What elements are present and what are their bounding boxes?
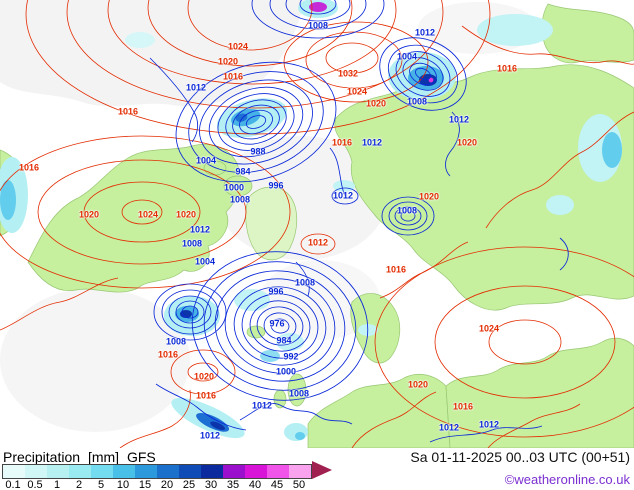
legend-segment xyxy=(289,465,311,478)
map-area: 1024 1020 1016 1032 1024 1020 1016 1016 1020 1016… xyxy=(0,0,634,448)
legend-segment xyxy=(179,465,201,478)
legend-tick-label: 0.5 xyxy=(27,479,43,490)
legend-tick-label: 10 xyxy=(116,479,130,490)
legend-arrow-icon xyxy=(312,461,332,479)
legend-tick-label: 0.1 xyxy=(5,479,21,490)
legend-segment xyxy=(157,465,179,478)
legend-segment xyxy=(267,465,289,478)
legend-tick-label: 5 xyxy=(97,479,105,490)
legend-tick-label: 25 xyxy=(182,479,196,490)
precipitation-layer xyxy=(0,0,622,441)
legend-tick-label: 30 xyxy=(204,479,218,490)
legend-tick-label: 1 xyxy=(53,479,61,490)
legend-tick-label: 20 xyxy=(160,479,174,490)
weather-map-graphic xyxy=(0,0,634,448)
legend-bar xyxy=(2,464,312,479)
legend-tick-label: 50 xyxy=(292,479,306,490)
footer: Precipitation [mm] GFS 0.1 0.5 1 2 5 10 15 20 25… xyxy=(0,448,634,490)
legend-tick-label: 2 xyxy=(75,479,83,490)
product-unit: [mm] xyxy=(87,449,120,465)
legend-tick-label: 15 xyxy=(138,479,152,490)
legend-ticks: 0.1 0.5 1 2 5 10 15 20 25 30 35 40 45 50 xyxy=(2,479,310,490)
copyright-link[interactable]: ©weatheronline.co.uk xyxy=(504,472,630,487)
legend-tick-label: 35 xyxy=(226,479,240,490)
legend-segment xyxy=(25,465,47,478)
legend-segment xyxy=(245,465,267,478)
legend-segment xyxy=(91,465,113,478)
legend-segment xyxy=(47,465,69,478)
product-name: Precipitation xyxy=(3,449,81,465)
legend-segment xyxy=(3,465,25,478)
legend-segment xyxy=(201,465,223,478)
legend-segment xyxy=(223,465,245,478)
legend-segment xyxy=(69,465,91,478)
isobar-low-layer xyxy=(149,0,569,443)
legend-tick-label: 40 xyxy=(248,479,262,490)
legend-segment xyxy=(135,465,157,478)
legend-tick-label: 45 xyxy=(270,479,284,490)
legend-segment xyxy=(113,465,135,478)
product-title: Precipitation [mm] GFS xyxy=(3,449,160,465)
model-name: GFS xyxy=(126,449,156,465)
valid-time: Sa 01-11-2025 00..03 UTC (00+51) xyxy=(410,449,630,465)
